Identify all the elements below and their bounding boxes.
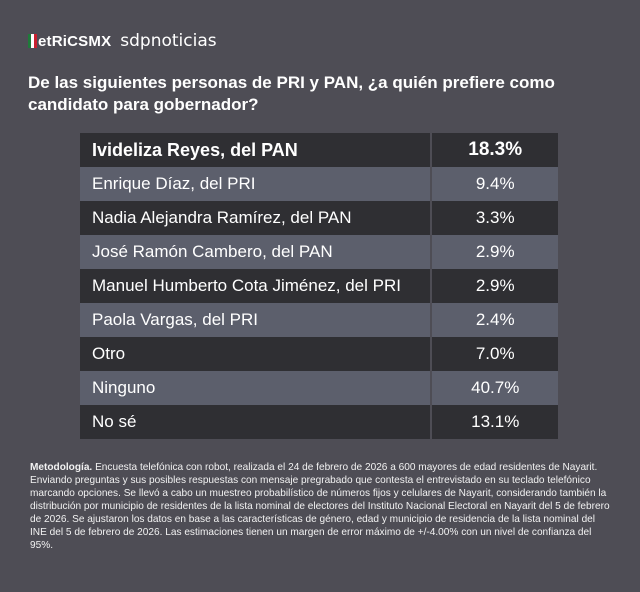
option-percent: 13.1% <box>430 405 558 439</box>
logo-text: etRiCSMX <box>38 32 112 50</box>
candidate-name: Ivideliza Reyes, del PAN <box>80 133 432 167</box>
option-percent: 7.0% <box>430 337 558 371</box>
table-row: Manuel Humberto Cota Jiménez, del PRI 2.… <box>80 269 558 303</box>
massive-caller-logo: etRiCSMX <box>28 33 111 50</box>
question-title: De las siguientes personas de PRI y PAN,… <box>28 73 555 114</box>
candidate-name: Enrique Díaz, del PRI <box>80 167 432 201</box>
table-row: Enrique Díaz, del PRI 9.4% <box>80 167 558 201</box>
option-percent: 40.7% <box>430 371 558 405</box>
brand-header: etRiCSMX sdpnoticias <box>28 31 217 51</box>
option-name: Ninguno <box>80 371 432 405</box>
candidate-percent: 18.3% <box>430 133 558 167</box>
candidate-percent: 3.3% <box>430 201 558 235</box>
table-row: Otro 7.0% <box>80 337 558 371</box>
table-row: No sé 13.1% <box>80 405 558 439</box>
candidate-name: Paola Vargas, del PRI <box>80 303 432 337</box>
option-name: No sé <box>80 405 432 439</box>
table-row: José Ramón Cambero, del PAN 2.9% <box>80 235 558 269</box>
candidate-percent: 2.9% <box>430 269 558 303</box>
table-row: Nadia Alejandra Ramírez, del PAN 3.3% <box>80 201 558 235</box>
candidate-name: Nadia Alejandra Ramírez, del PAN <box>80 201 432 235</box>
table-row: Ninguno 40.7% <box>80 371 558 405</box>
candidate-percent: 9.4% <box>430 167 558 201</box>
candidate-percent: 2.9% <box>430 235 558 269</box>
partner-logo: sdpnoticias <box>120 31 217 51</box>
methodology-label: Metodología. <box>30 462 93 473</box>
table-row: Ivideliza Reyes, del PAN 18.3% <box>80 133 558 167</box>
methodology-text: Encuesta telefónica con robot, realizada… <box>30 462 610 551</box>
candidate-name: Manuel Humberto Cota Jiménez, del PRI <box>80 269 432 303</box>
candidate-name: José Ramón Cambero, del PAN <box>80 235 432 269</box>
results-table: Ivideliza Reyes, del PAN 18.3% Enrique D… <box>80 133 558 439</box>
table-row: Paola Vargas, del PRI 2.4% <box>80 303 558 337</box>
mexico-flag-icon <box>28 34 37 48</box>
candidate-percent: 2.4% <box>430 303 558 337</box>
option-name: Otro <box>80 337 432 371</box>
methodology-note: Metodología. Encuesta telefónica con rob… <box>30 461 610 552</box>
